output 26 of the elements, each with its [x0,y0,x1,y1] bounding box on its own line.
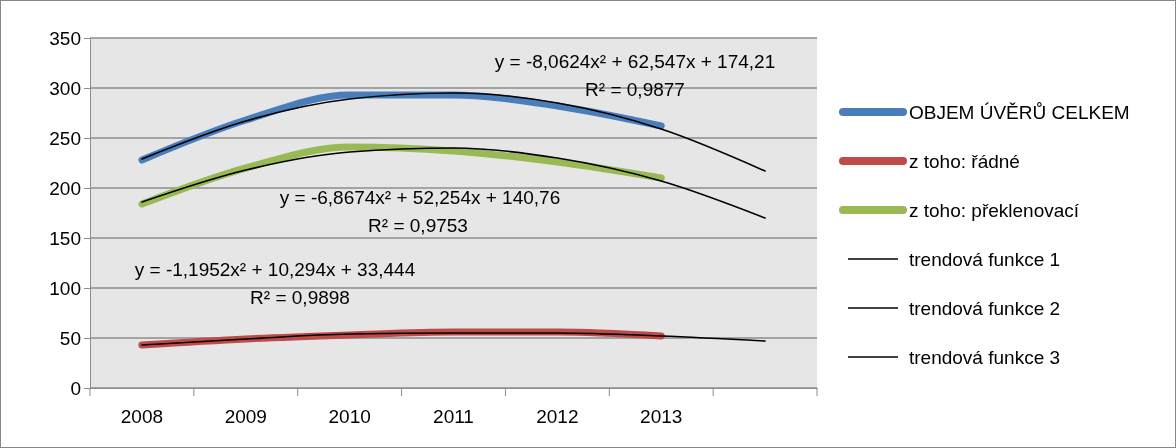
annotation: y = -8,0624x² + 62,547x + 174,21 [494,51,776,72]
x-tick-label: 2011 [433,406,474,428]
y-tick-label: 100 [49,277,81,299]
y-tick-label: 250 [49,127,81,149]
x-tick-label: 2010 [328,406,371,428]
y-tick-label: 50 [59,327,81,349]
annotation: R² = 0,9753 [368,215,468,236]
y-tick-label: 300 [49,77,81,99]
legend-label: z toho: řádné [909,151,1020,172]
x-tick-label: 2009 [224,406,267,428]
annotation: y = -6,8674x² + 52,254x + 140,76 [279,187,561,208]
annotation: y = -1,1952x² + 10,294x + 33,444 [134,259,416,280]
legend-label: trendová funkce 3 [909,347,1061,368]
annotation: R² = 0,9898 [250,287,350,308]
legend-label: trendová funkce 2 [909,298,1061,319]
legend-label: OBJEM ÚVĚRŮ CELKEM [909,102,1130,123]
x-tick-label: 2013 [640,406,683,428]
x-tick-label: 2008 [120,406,164,428]
x-tick-label: 2012 [536,406,579,428]
legend-label: trendová funkce 1 [909,249,1061,270]
annotation: R² = 0,9877 [585,79,685,100]
y-tick-label: 0 [70,377,81,399]
y-tick-label: 350 [49,27,81,49]
legend-label: z toho: překlenovací [909,200,1080,221]
y-tick-label: 200 [49,177,81,199]
y-tick-label: 150 [49,227,81,249]
